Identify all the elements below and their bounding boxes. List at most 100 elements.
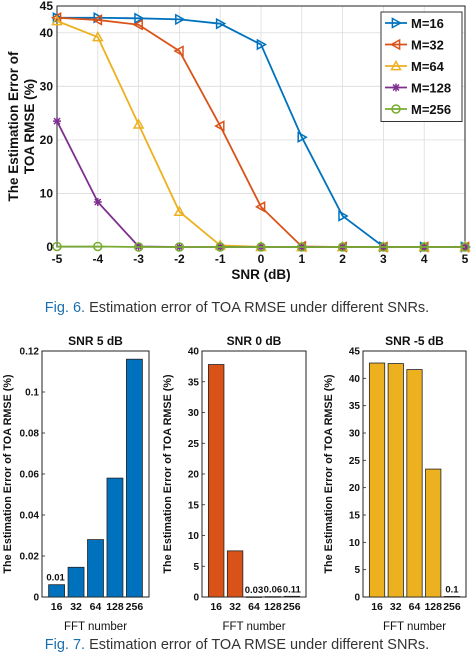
x-tick-label: 16 [210, 601, 222, 613]
y-tick-label: 0 [46, 240, 53, 254]
legend-label: M=32 [411, 38, 444, 53]
bar-256 [443, 596, 461, 598]
legend-item: M=32 [385, 38, 444, 53]
y-tick-label: 30 [188, 408, 200, 419]
figure-6-label: Fig. 6. [44, 300, 86, 316]
data-point [173, 45, 184, 57]
data-label: 0.06 [264, 585, 283, 596]
data-point [460, 242, 470, 252]
y-tick-label: 40 [40, 26, 54, 40]
data-point [214, 120, 225, 132]
y-tick-label: 20 [349, 483, 361, 494]
data-point [174, 242, 185, 252]
y-tick-label: 35 [188, 377, 200, 388]
series-line [57, 245, 465, 248]
legend-item: M=128 [385, 81, 451, 96]
x-tick-label: 16 [371, 601, 383, 613]
x-tick-label: 64 [409, 601, 421, 613]
data-point [134, 12, 145, 25]
data-point [215, 17, 227, 30]
legend: M=16 M=32 M=64 M=128 M=256 [380, 11, 463, 122]
y-tick-label: 30 [40, 79, 54, 93]
bar-16 [368, 362, 386, 598]
y-tick-label: 0.1 [25, 388, 39, 399]
legend-item: M=16 [385, 16, 444, 31]
x-axis-label: FFT number [64, 621, 127, 633]
bar-16 [208, 364, 225, 598]
chart-title: SNR 0 dB [227, 334, 282, 348]
bar-chart-3: 0 5 10 15 20 25 30 35 40 45 16 32 64 128 256 0.1 SNR -5 … [323, 334, 467, 633]
legend-label: M=16 [411, 16, 444, 31]
y-axis-label: The Estimation Error of TOA RMSE (%) [323, 374, 335, 574]
series-m-256 [52, 241, 470, 252]
y-tick-label: 45 [40, 0, 54, 13]
figure-6-caption: Fig. 6. Estimation error of TOA RMSE und… [0, 300, 474, 316]
y-tick-label: 0.02 [20, 552, 40, 563]
y-tick-label: 40 [349, 374, 361, 385]
legend-marker [391, 104, 401, 114]
x-tick-label: 5 [462, 252, 469, 266]
data-point [378, 242, 389, 252]
y-axis-label-line: The Estimation Error of [6, 51, 21, 202]
bar-32 [67, 566, 85, 598]
bar-64 [87, 539, 104, 598]
data-label: 0.01 [46, 573, 65, 584]
y-tick-label: 5 [354, 565, 360, 576]
data-point [92, 31, 104, 42]
y-tick-label: 0 [193, 593, 199, 604]
data-label: 0.11 [283, 584, 302, 595]
data-point [419, 242, 429, 252]
data-point [132, 118, 145, 129]
figure-7-caption: Fig. 7. Estimation error of TOA RMSE und… [0, 637, 474, 653]
y-tick-label: 0.06 [20, 470, 40, 481]
x-tick-label: 256 [443, 601, 461, 613]
x-axis-label: FFT number [222, 621, 285, 633]
x-tick-label: 64 [248, 601, 260, 613]
y-tick-label: 30 [349, 429, 361, 440]
data-point [53, 117, 61, 126]
y-tick-label: 0.04 [20, 511, 40, 522]
data-label: 0.03 [245, 585, 264, 596]
x-tick-label: 32 [229, 601, 241, 613]
legend-marker [389, 38, 401, 51]
y-tick-label: 25 [188, 439, 200, 450]
x-tick-label: -2 [174, 252, 185, 266]
legend-label: M=64 [411, 59, 445, 74]
x-tick-label: 1 [298, 252, 305, 266]
x-tick-label: 3 [380, 252, 387, 266]
bar-chart-1: 0 0.02 0.04 0.06 0.08 0.1 0.12 16 0.01 32 64 128 256… [2, 334, 150, 633]
data-point [256, 242, 266, 252]
x-tick-label: -4 [92, 252, 103, 266]
data-point [132, 18, 143, 31]
legend-label: M=256 [411, 102, 451, 117]
x-tick-label: 4 [421, 252, 428, 266]
y-tick-label: 20 [40, 133, 54, 147]
data-point [173, 205, 186, 217]
y-axis-label: The Estimation Error of TOA RMSE (%) [2, 374, 14, 574]
y-axis-label: The Estimation Error of TOA RMSE (%) [162, 374, 174, 574]
x-tick-label: 16 [51, 601, 63, 613]
data-point [51, 14, 63, 26]
bar-256 [283, 595, 300, 598]
data-point [338, 210, 349, 222]
y-tick-label: 35 [349, 401, 361, 412]
y-tick-label: 15 [188, 500, 200, 511]
data-point [133, 242, 144, 252]
x-tick-label: 0 [258, 252, 265, 266]
y-tick-label: 10 [188, 531, 200, 542]
data-point [337, 242, 348, 252]
data-label: 0.1 [445, 584, 459, 595]
figure-7-text: Estimation error of TOA RMSE under diffe… [89, 637, 430, 653]
bar-16 [48, 584, 65, 598]
y-tick-label: 0.08 [20, 429, 40, 440]
y-tick-label: 0.12 [20, 347, 40, 358]
y-tick-label: 25 [349, 456, 361, 467]
legend-marker [390, 59, 402, 71]
data-point [93, 198, 102, 207]
legend-item: M=64 [385, 59, 445, 74]
bar-32 [387, 363, 404, 598]
bar-128 [425, 468, 442, 598]
x-axis-label: FFT number [383, 621, 446, 633]
y-tick-label: 40 [188, 347, 200, 358]
